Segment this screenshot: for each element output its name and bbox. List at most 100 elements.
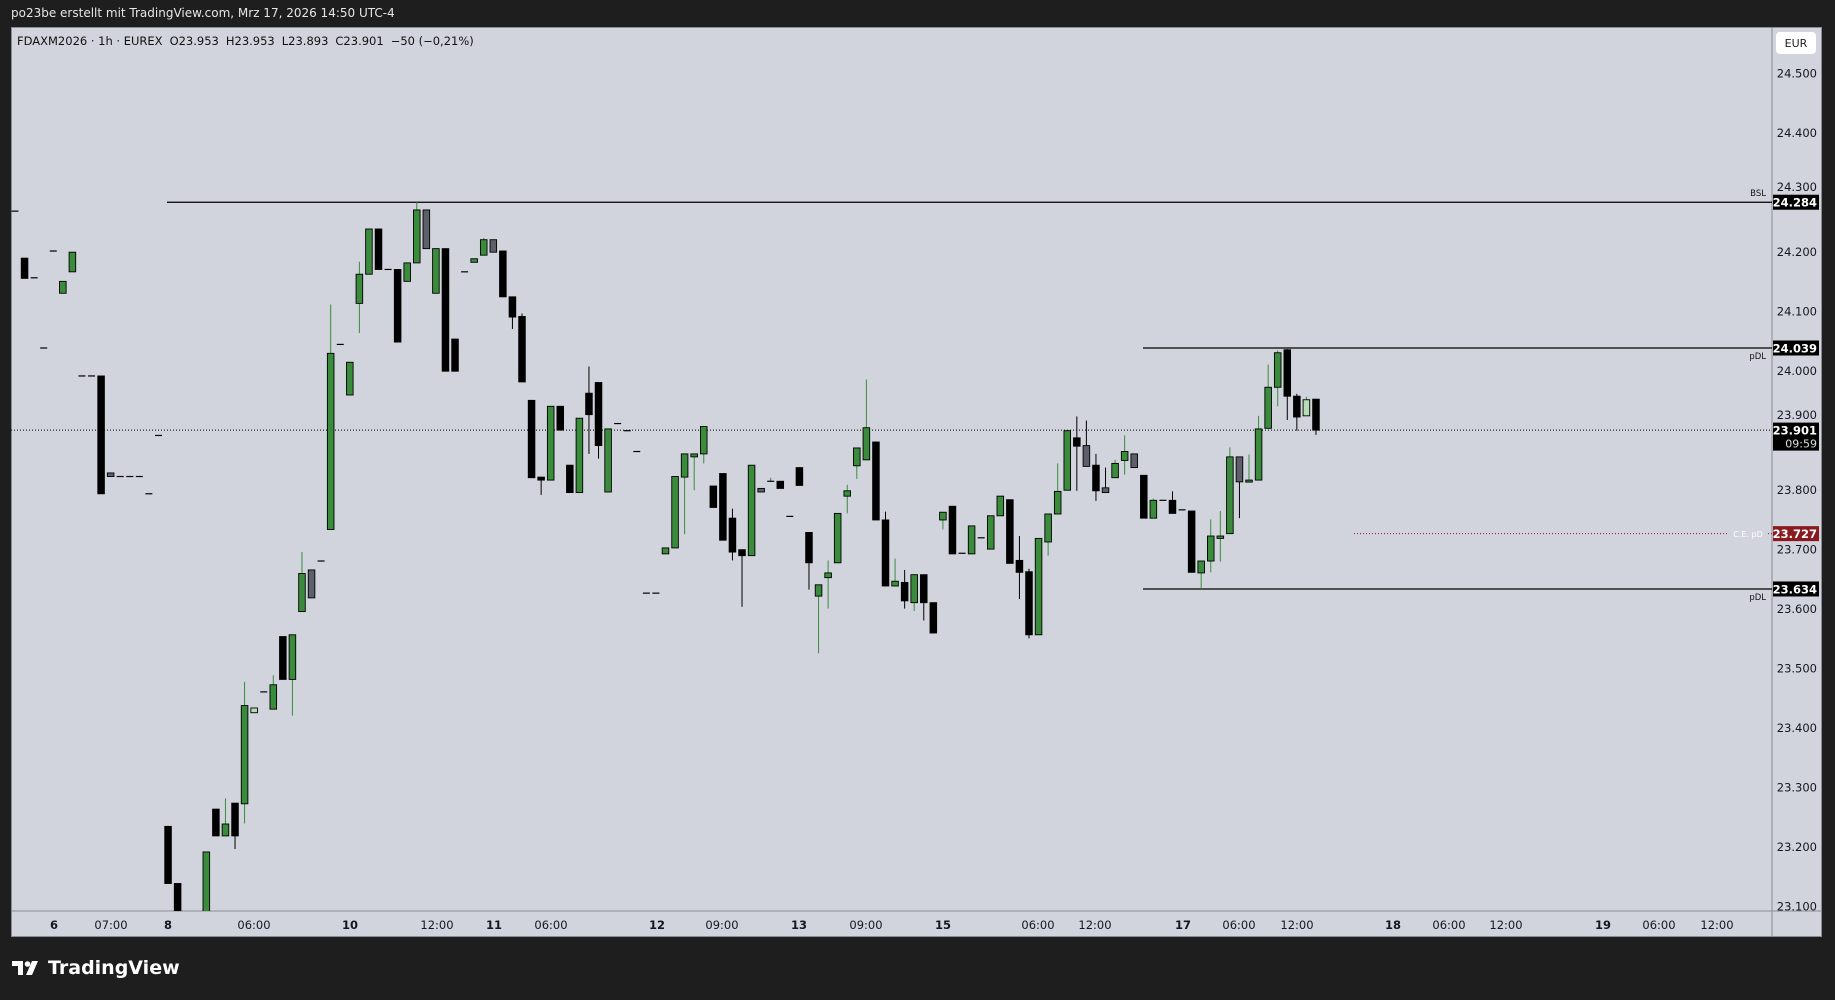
price-tick-label: 24.400 — [1777, 126, 1817, 140]
candle-body — [585, 392, 593, 416]
candle-body — [1120, 451, 1129, 461]
candle-body — [527, 399, 536, 479]
candlestick-chart[interactable]: 24.500 24.400 24.300 24.200 24.100 24.000 23.9… — [11, 27, 1822, 937]
candle-body — [967, 525, 976, 555]
candle-body — [250, 707, 258, 714]
candle-body — [853, 447, 861, 467]
candle-body — [298, 573, 306, 613]
candle-body — [374, 228, 383, 270]
candle-body — [1293, 395, 1301, 418]
candle-body — [1187, 510, 1196, 573]
ce-pd-price-tag — [1773, 526, 1819, 542]
price-change: −50 (−0,21%) — [390, 34, 474, 48]
candle-body — [1226, 456, 1234, 535]
candle-body — [106, 472, 115, 477]
time-axis[interactable]: 6 07:00 8 06:00 10 12:00 11 06:00 12 09:00 13 09:00… — [50, 918, 1734, 932]
price-tick-label: 24.500 — [1777, 67, 1817, 81]
candle-body — [900, 581, 909, 602]
candle-body — [814, 584, 823, 597]
candle-body — [546, 405, 555, 481]
level-label-bsl: BSL — [1750, 189, 1766, 199]
candle-body — [413, 209, 421, 264]
last-price-tag-text: 23.901 — [1773, 424, 1817, 438]
candle-body — [1063, 430, 1072, 491]
time-tick-label: 07:00 — [94, 918, 127, 932]
time-tick-label: 06:00 — [1642, 918, 1675, 932]
candle-body — [604, 428, 612, 493]
candle-body — [1101, 487, 1110, 494]
candle-body — [1044, 513, 1052, 543]
candle-body — [575, 417, 584, 494]
level-price-tag-text: 24.284 — [1773, 196, 1817, 210]
price-tick-label: 23.800 — [1777, 483, 1817, 497]
last-price-tag — [1773, 422, 1819, 451]
candle-body — [709, 485, 718, 508]
price-tick-label: 23.700 — [1777, 543, 1817, 557]
candle-body — [661, 547, 670, 555]
candle-body — [1053, 490, 1062, 515]
candle-body — [1006, 499, 1014, 564]
candle-body — [1254, 428, 1263, 481]
price-tick-label: 23.500 — [1777, 662, 1817, 676]
candle-body — [700, 426, 708, 455]
candle-body — [451, 338, 459, 372]
level-price-tag-text: 24.039 — [1773, 341, 1817, 355]
time-tick-label: 06:00 — [1432, 918, 1465, 932]
candle-body — [441, 248, 450, 372]
candle-body — [173, 883, 182, 911]
candle-body — [1302, 399, 1311, 417]
time-tick-label: 19 — [1595, 918, 1611, 932]
time-tick-label: 6 — [50, 918, 58, 932]
candle-body — [986, 515, 995, 550]
time-tick-label: 13 — [791, 918, 807, 932]
candle-body — [518, 316, 526, 383]
candle-body — [1111, 462, 1119, 479]
level-price-tag — [1773, 194, 1819, 210]
candle-body — [1073, 437, 1081, 447]
time-tick-label: 12:00 — [1078, 918, 1111, 932]
price-tick-label: 23.100 — [1777, 900, 1817, 914]
candle-body — [365, 228, 373, 275]
price-tick-label: 24.200 — [1777, 245, 1817, 259]
time-tick-label: 15 — [935, 918, 951, 932]
price-tick-label: 24.300 — [1777, 180, 1817, 194]
level-label-pdl: pDL — [1749, 593, 1766, 603]
candle-body — [1235, 456, 1244, 483]
candle-body — [269, 684, 278, 710]
candle-body — [499, 250, 507, 298]
time-tick-label: 06:00 — [237, 918, 270, 932]
price-tick-label: 24.100 — [1777, 305, 1817, 319]
candle-body — [1216, 535, 1225, 539]
candle-body — [1283, 349, 1292, 397]
candle-body — [422, 209, 431, 250]
ohlc-close: C23.901 — [335, 34, 384, 48]
price-axis[interactable]: 24.500 24.400 24.300 24.200 24.100 24.000 23.9… — [1777, 67, 1817, 914]
candle-body — [1034, 537, 1043, 636]
candle-body — [537, 476, 545, 481]
currency-button[interactable]: EUR — [1776, 32, 1816, 54]
ohlc-open: O23.953 — [169, 34, 219, 48]
chart-panel[interactable] — [11, 27, 1822, 937]
candle-body — [1264, 386, 1272, 429]
candle-body — [824, 572, 832, 579]
candle-body — [795, 467, 804, 486]
candle-body — [1025, 571, 1033, 636]
price-tick-label: 23.200 — [1777, 840, 1817, 854]
symbol-legend[interactable]: FDAXM2026 · 1h · EUREX O23.953 H23.953 L23.… — [17, 34, 481, 48]
candle-body — [747, 464, 756, 557]
tradingview-brand: TradingView — [48, 957, 180, 979]
time-tick-label: 12:00 — [1280, 918, 1313, 932]
candle-body — [403, 262, 411, 282]
candle-body — [862, 427, 871, 461]
symbol-info[interactable]: FDAXM2026 · 1h · EUREX — [17, 34, 163, 48]
candle-body — [738, 549, 746, 557]
candle-body — [68, 251, 77, 273]
candle-body — [202, 851, 211, 911]
candle-body — [164, 825, 172, 884]
candle-body — [307, 569, 316, 599]
time-tick-label: 8 — [164, 918, 172, 932]
candle-body — [470, 258, 478, 263]
candle-body — [1140, 474, 1148, 519]
candle-body — [212, 808, 220, 837]
tradingview-logo[interactable]: TradingView — [12, 957, 180, 979]
